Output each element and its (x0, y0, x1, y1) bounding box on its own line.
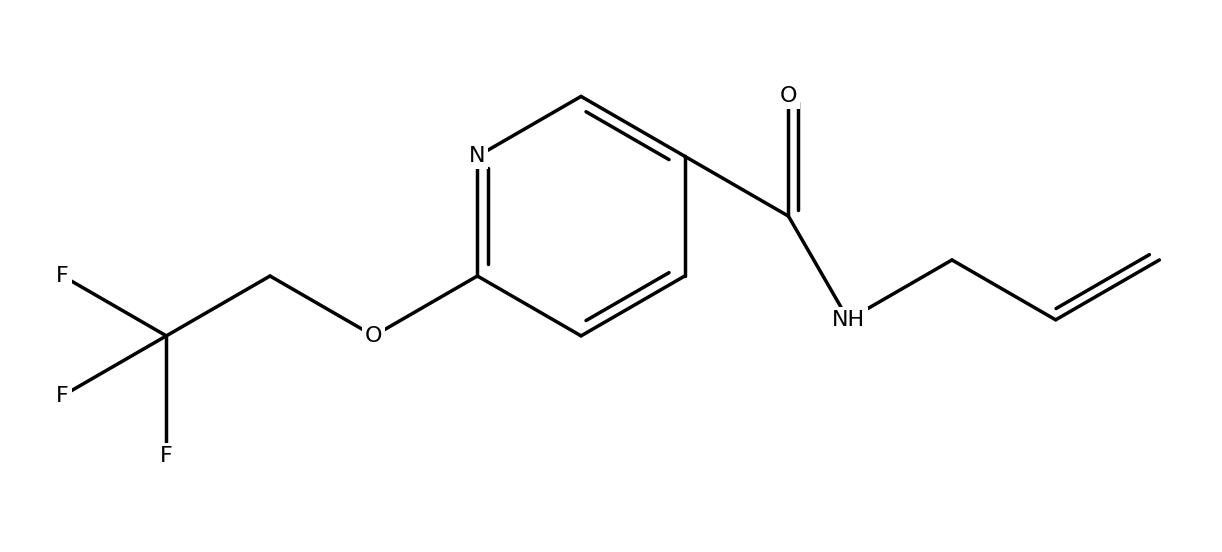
Text: F: F (56, 266, 68, 286)
Text: F: F (56, 386, 68, 406)
Text: N: N (469, 146, 485, 166)
Text: O: O (365, 326, 382, 346)
Text: NH: NH (832, 310, 865, 330)
Text: F: F (160, 445, 172, 465)
Text: O: O (780, 87, 797, 107)
